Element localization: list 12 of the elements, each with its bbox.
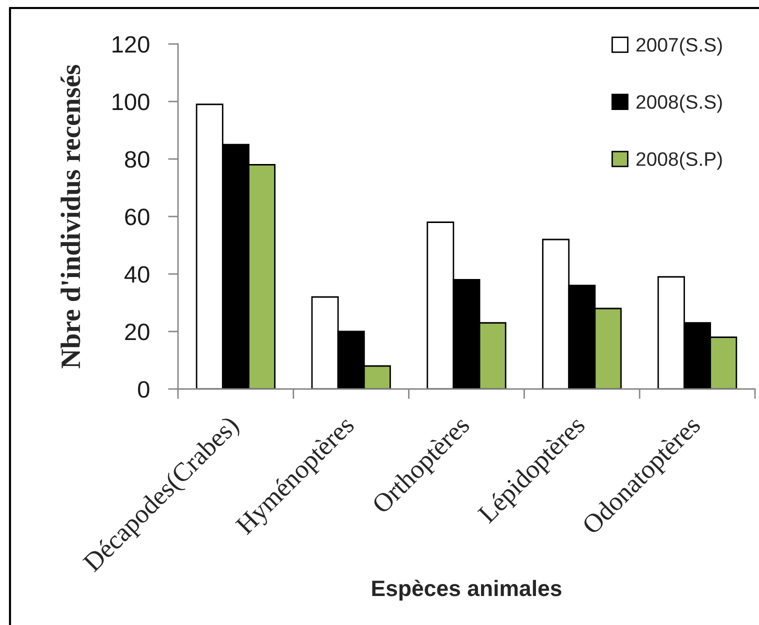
legend-label: 2008(S.S) xyxy=(636,94,722,113)
y-tick-label: 40 xyxy=(124,266,150,283)
y-tick-label: 100 xyxy=(112,94,150,110)
x-axis-title: Espèces animales xyxy=(372,580,562,601)
legend-label: 2008(S.P) xyxy=(636,152,722,170)
legend-label: 2007(S.S) xyxy=(636,37,722,56)
y-tick-label: 120 xyxy=(112,36,150,53)
y-axis-title: Nbre d'individus recensés xyxy=(60,64,80,368)
y-tick-label: 60 xyxy=(125,208,150,226)
y-tick-label: 0 xyxy=(138,381,150,398)
y-tick-label: 20 xyxy=(125,324,150,340)
y-tick-label: 80 xyxy=(124,151,150,168)
